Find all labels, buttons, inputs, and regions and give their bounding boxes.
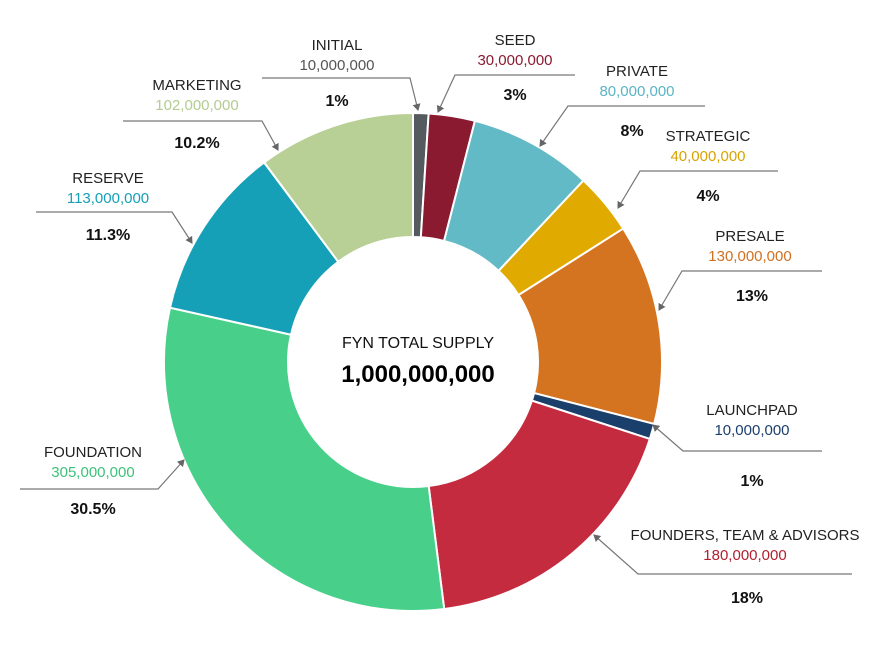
slice-labels: INITIAL 10,000,000 1% SEED 30,000,000 3% PRIVA… [44,32,860,607]
leader-line-founders-team-advisors [593,534,852,575]
label-name-launchpad: LAUNCHPAD [706,402,798,419]
label-percent-reserve: 11.3% [86,227,130,244]
leader-line-seed [436,74,575,113]
label-amount-reserve: 113,000,000 [67,190,149,207]
label-percent-presale: 13% [736,288,768,305]
leader-line-launchpad [652,424,822,452]
label-amount-seed: 30,000,000 [477,52,552,69]
leader-line-private [539,105,705,147]
label-name-seed: SEED [495,32,536,49]
label-amount-presale: 130,000,000 [708,248,791,265]
label-name-private: PRIVATE [606,63,668,80]
leader-line-strategic [617,170,778,209]
label-amount-private: 80,000,000 [599,83,674,100]
label-percent-seed: 3% [503,87,526,104]
label-percent-private: 8% [620,123,643,140]
label-amount-initial: 10,000,000 [299,57,374,74]
label-name-strategic: STRATEGIC [666,128,751,145]
leader-line-initial [262,77,421,111]
label-percent-launchpad: 1% [740,473,763,490]
label-name-foundation: FOUNDATION [44,444,142,461]
label-name-founders-team-advisors: FOUNDERS, TEAM & ADVISORS [631,527,860,544]
label-name-initial: INITIAL [312,37,363,54]
label-amount-strategic: 40,000,000 [670,148,745,165]
label-percent-initial: 1% [325,93,348,110]
leader-line-presale [658,270,822,311]
label-percent-strategic: 4% [696,188,719,205]
label-amount-launchpad: 10,000,000 [714,422,789,439]
label-amount-founders-team-advisors: 180,000,000 [703,547,786,564]
label-percent-foundation: 30.5% [70,501,115,518]
donut-slices [163,111,663,612]
leader-line-reserve [36,211,193,244]
leader-line-foundation [20,459,185,490]
donut-center: FYN TOTAL SUPPLY 1,000,000,000 [341,335,494,388]
label-name-presale: PRESALE [715,228,784,245]
leader-line-marketing [123,120,279,151]
label-amount-marketing: 102,000,000 [155,97,238,114]
label-percent-founders-team-advisors: 18% [731,590,763,607]
donut-hole [288,237,538,487]
center-total-value: 1,000,000,000 [341,361,494,388]
label-percent-marketing: 10.2% [174,135,219,152]
label-name-reserve: RESERVE [72,170,143,187]
label-name-marketing: MARKETING [152,77,241,94]
center-title: FYN TOTAL SUPPLY [342,335,494,352]
label-leader-lines [20,74,852,575]
label-amount-foundation: 305,000,000 [51,464,134,481]
